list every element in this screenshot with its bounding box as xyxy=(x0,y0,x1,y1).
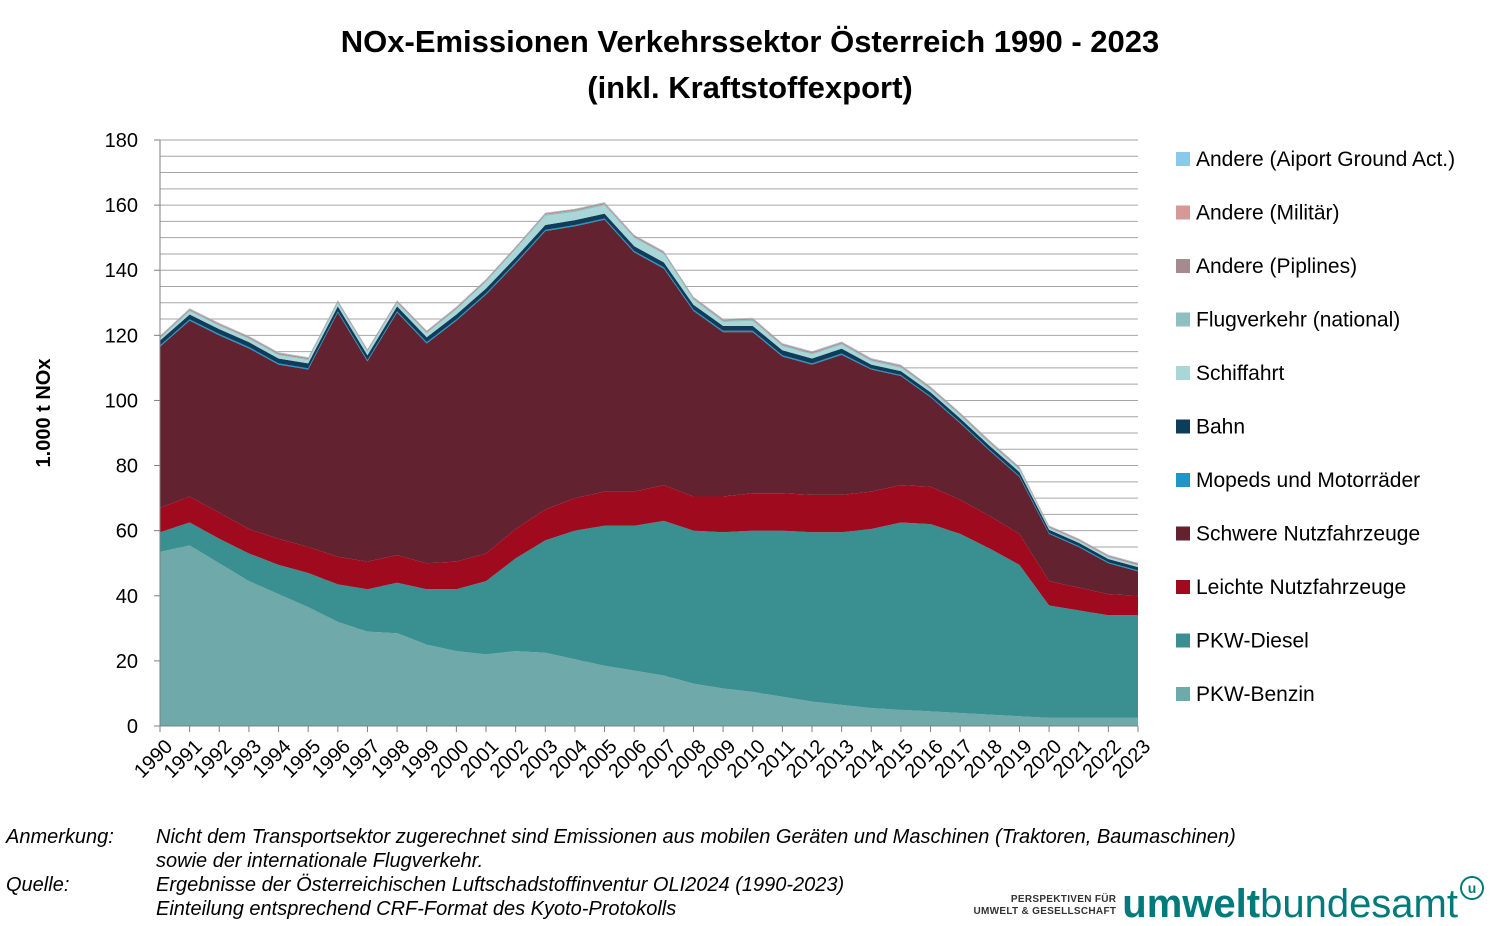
source-row: Quelle: Ergebnisse der Österreichischen … xyxy=(6,873,1486,897)
legend-label: Flugverkehr (national) xyxy=(1196,309,1400,332)
logo-tagline-1: PERSPEKTIVEN FÜR xyxy=(1010,894,1117,905)
y-tick-label: 80 xyxy=(116,456,138,478)
legend-label: Leichte Nutzfahrzeuge xyxy=(1196,576,1406,599)
y-tick-label: 40 xyxy=(116,586,138,608)
remark-text-1: Nicht dem Transportsektor zugerechnet si… xyxy=(156,826,1236,848)
legend-swatch xyxy=(1176,419,1190,434)
logo-tagline-2: UMWELT & GESELLSCHAFT xyxy=(973,906,1117,917)
legend-swatch xyxy=(1176,526,1190,541)
legend-label: PKW-Benzin xyxy=(1196,683,1315,706)
logo-u-badge-icon: u xyxy=(1460,876,1484,900)
x-tick-labels: 1990199119921993199419951996199719981999… xyxy=(130,736,1155,783)
legend: Andere (Aiport Ground Act.) Andere (Milit… xyxy=(1176,148,1455,706)
nox-emissions-chart: NOx-Emissionen Verkehrssektor Österreich… xyxy=(33,24,1455,783)
legend-label: Schwere Nutzfahrzeuge xyxy=(1196,523,1420,546)
umweltbundesamt-logo: PERSPEKTIVEN FÜR UMWELT & GESELLSCHAFT u… xyxy=(974,876,1484,924)
source-label: Quelle: xyxy=(6,874,70,896)
legend-swatch xyxy=(1176,580,1190,594)
axes xyxy=(154,139,1139,732)
area-series-group xyxy=(160,202,1138,726)
legend-label: PKW-Diesel xyxy=(1196,630,1309,653)
area-leichte-nutzfahrzeuge xyxy=(160,485,1138,616)
legend-label: Schiffahrt xyxy=(1196,362,1284,385)
y-axis-label: 1.000 t NOx xyxy=(33,359,55,468)
remark-label: Anmerkung: xyxy=(6,826,114,848)
legend-label: Andere (Aiport Ground Act.) xyxy=(1196,148,1455,171)
legend-swatch xyxy=(1176,687,1190,701)
legend-swatch xyxy=(1176,152,1190,166)
y-tick-label: 60 xyxy=(116,521,138,543)
remark-row: Anmerkung: Nicht dem Transportsektor zug… xyxy=(6,825,1486,849)
y-tick-label: 100 xyxy=(105,390,138,412)
legend-label: Andere (Piplines) xyxy=(1196,255,1357,278)
remark-row-2: sowie der internationale Flugverkehr. xyxy=(6,849,1486,873)
legend-swatch xyxy=(1176,473,1190,487)
logo-wordmark: umweltbundesamt xyxy=(1122,884,1458,924)
y-tick-label: 20 xyxy=(116,651,138,673)
legend-label: Andere (Militär) xyxy=(1196,202,1340,225)
y-tick-label: 180 xyxy=(105,130,138,152)
footnotes: Anmerkung: Nicht dem Transportsektor zug… xyxy=(6,825,1486,921)
legend-swatch xyxy=(1176,205,1190,220)
legend-swatch xyxy=(1176,312,1190,327)
area-pkw-diesel xyxy=(160,520,1138,718)
area-pkw-benzin xyxy=(160,545,1138,726)
remark-text-2: sowie der internationale Flugverkehr. xyxy=(156,850,484,872)
y-tick-labels: 0 20 40 60 80 100 120 140 160 180 xyxy=(105,130,138,738)
legend-swatch xyxy=(1176,633,1190,648)
y-tick-label: 140 xyxy=(105,260,138,282)
legend-swatch xyxy=(1176,366,1190,380)
legend-label: Mopeds und Motorräder xyxy=(1196,469,1420,492)
source-row-2: Einteilung entsprechend CRF-Format des K… xyxy=(6,897,1486,921)
legend-label: Bahn xyxy=(1196,416,1245,439)
source-text-2: Einteilung entsprechend CRF-Format des K… xyxy=(156,898,677,920)
y-tick-label: 120 xyxy=(105,325,138,347)
area-schwere-nutzfahrzeuge xyxy=(160,219,1138,596)
source-text-1: Ergebnisse der Österreichischen Luftscha… xyxy=(156,874,845,896)
y-tick-label: 0 xyxy=(127,716,138,738)
chart-title-line1: NOx-Emissionen Verkehrssektor Österreich… xyxy=(341,24,1160,59)
chart-title-line2: (inkl. Kraftstoffexport) xyxy=(587,70,913,105)
logo-word-bold: umwelt xyxy=(1122,882,1261,926)
y-tick-label: 160 xyxy=(105,195,138,217)
logo-word-regular: bundesamt xyxy=(1260,882,1458,926)
legend-swatch xyxy=(1176,259,1190,273)
logo-tagline: PERSPEKTIVEN FÜR UMWELT & GESELLSCHAFT xyxy=(974,894,1117,918)
